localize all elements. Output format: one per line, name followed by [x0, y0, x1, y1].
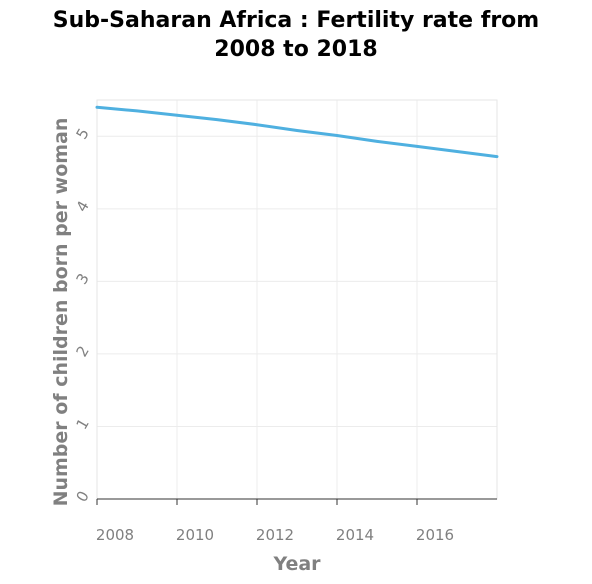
fertility-rate-line: [95, 105, 499, 159]
chart-title: Sub-Saharan Africa : Fertility rate from…: [0, 6, 592, 64]
x-axis-ticks: 2008 2010 2012 2014 2016: [96, 499, 454, 544]
y-tick-label: 3: [72, 270, 92, 287]
y-tick-label: 2: [72, 343, 92, 360]
y-tick-label: 1: [72, 415, 92, 432]
grid: [96, 100, 497, 500]
series-layer: [95, 105, 499, 159]
x-tick-label: 2010: [176, 526, 214, 544]
chart-title-line-1: Sub-Saharan Africa : Fertility rate from: [52, 8, 540, 33]
x-tick-label: 2014: [336, 526, 374, 544]
y-axis-ticks: 0 1 2 3 4 5: [72, 125, 92, 505]
y-tick-label: 0: [72, 488, 92, 505]
y-tick-label: 5: [72, 125, 92, 142]
chart-title-line-2: 2008 to 2018: [214, 37, 378, 62]
y-axis-label: Number of children born per woman: [50, 118, 72, 507]
x-tick-label: 2008: [96, 526, 134, 544]
plot-frame: [96, 99, 498, 500]
x-tick-label: 2016: [416, 526, 454, 544]
y-tick-label: 4: [72, 198, 92, 215]
x-tick-label: 2012: [256, 526, 294, 544]
x-axis-label: Year: [272, 553, 321, 575]
